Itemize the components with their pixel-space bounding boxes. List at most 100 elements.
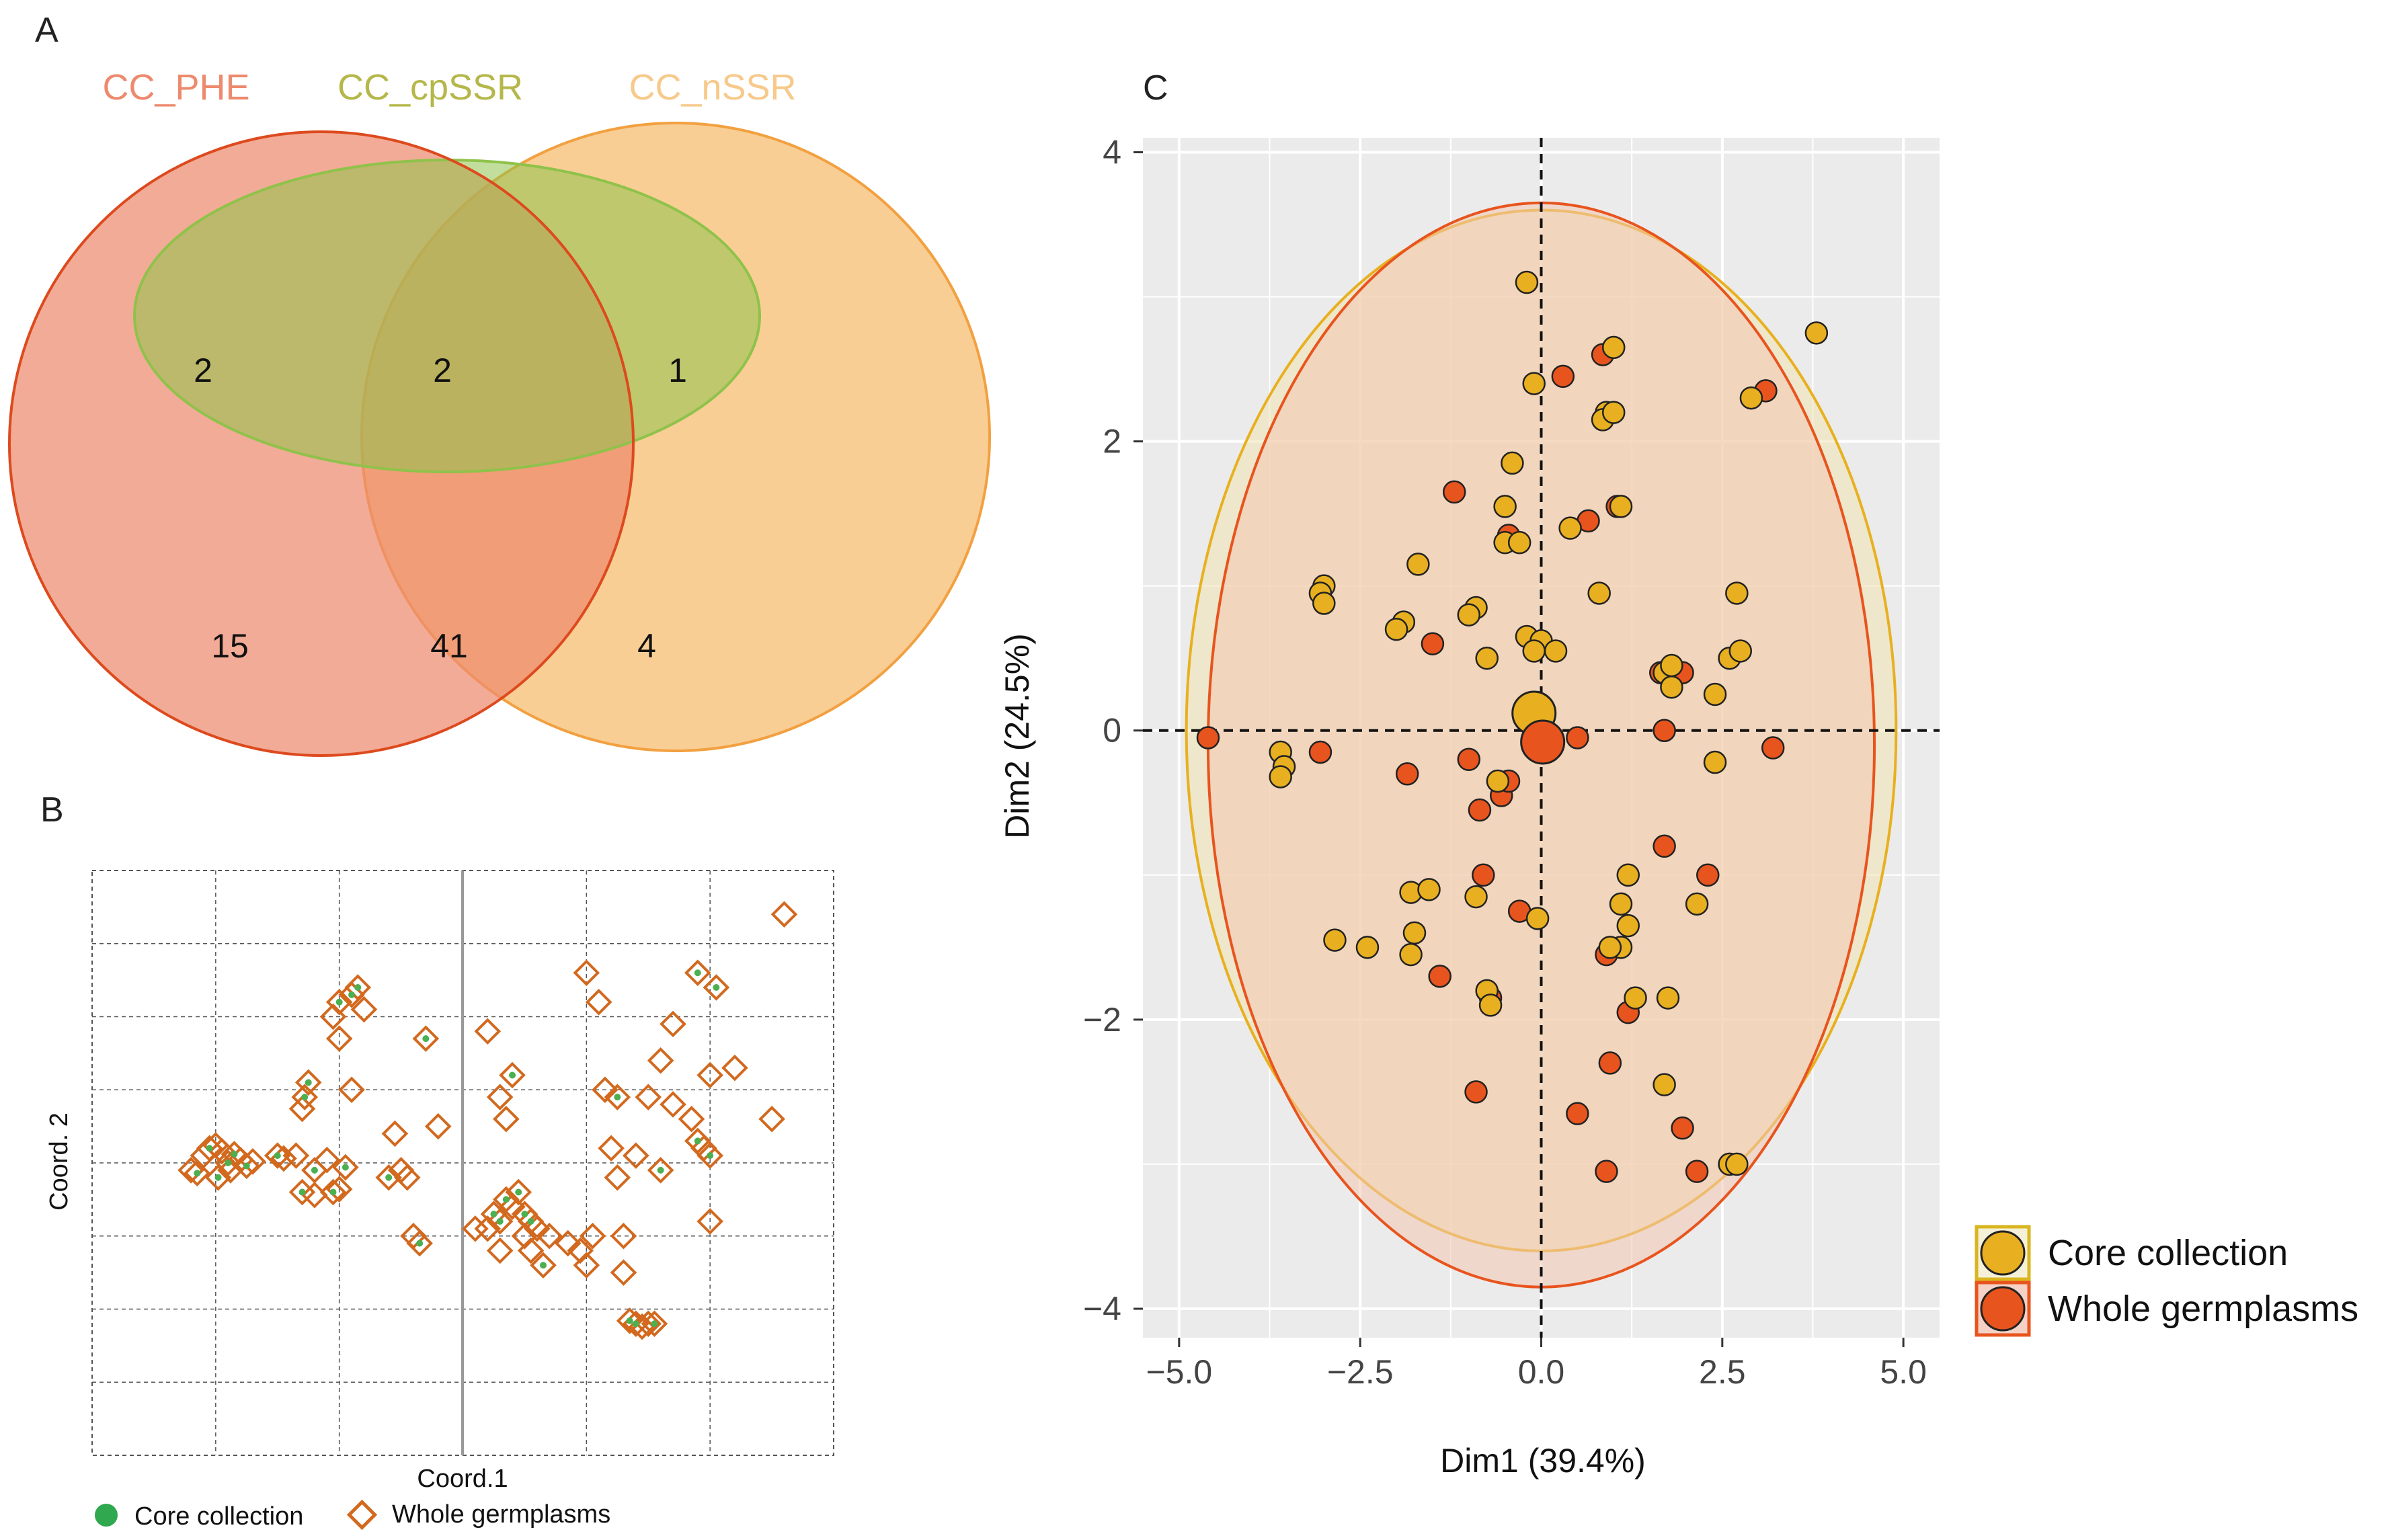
pcoa-point-whole xyxy=(573,959,600,987)
venn-count-phe-only: 15 xyxy=(211,627,249,665)
pcoa-point-whole xyxy=(288,1095,316,1123)
pca-points xyxy=(1196,270,1829,1183)
pca-centroid-whole xyxy=(1520,719,1566,765)
pca-point-core xyxy=(1703,750,1727,774)
pcoa-point-whole xyxy=(517,1237,545,1264)
pca-y-tick-label: −2 xyxy=(1083,1001,1121,1039)
pca-point-core xyxy=(1486,769,1510,793)
pca-point-core xyxy=(1656,986,1680,1010)
pcoa-point-core xyxy=(348,991,356,998)
pcoa-legend-whole-label: Whole germplasms xyxy=(392,1500,610,1529)
pcoa-point-core xyxy=(231,1150,238,1158)
pcoa-point-core xyxy=(354,984,362,991)
pca-y-axis-label: Dim2 (24.5%) xyxy=(998,633,1036,839)
pcoa-point-whole xyxy=(499,1061,526,1089)
pcoa-point-whole xyxy=(486,1237,514,1264)
pcoa-point-whole xyxy=(493,1105,520,1133)
pca-point-core xyxy=(1587,581,1611,605)
pca-point-core xyxy=(1624,986,1647,1010)
pcoa-point-core xyxy=(632,1320,639,1328)
pcoa-point-whole xyxy=(721,1054,748,1082)
pcoa-point-core xyxy=(416,1240,424,1247)
pcoa-point-whole xyxy=(610,1222,637,1250)
venn-count-phe-nssr: 41 xyxy=(430,627,468,665)
panel-a: A CC_PHE CC_cpSSR CC_nSSR 2 2 1 15 41 4 xyxy=(8,11,991,757)
pca-point-core xyxy=(1417,878,1441,901)
pca-point-whole xyxy=(1472,863,1495,887)
pca-point-whole xyxy=(1308,740,1332,764)
pcoa-point-whole xyxy=(592,1076,619,1104)
pcoa-point-whole xyxy=(635,1084,662,1110)
pca-point-whole xyxy=(1464,1080,1488,1104)
pcoa-point-core xyxy=(713,984,720,991)
pca-point-core xyxy=(1475,646,1499,670)
venn-count-cp-nssr: 1 xyxy=(668,352,687,389)
pcoa-point-core xyxy=(194,1170,201,1177)
pcoa-point-whole xyxy=(770,901,798,928)
pcoa-point-core xyxy=(274,1152,281,1160)
pcoa-point-whole xyxy=(288,1178,316,1206)
pca-ticks: −5.0 −2.5 0.0 2.5 5.0 −4 −2 0 2 4 xyxy=(1083,134,1927,1391)
pcoa-point-core xyxy=(385,1174,393,1181)
pca-y-tick-label: 4 xyxy=(1103,134,1121,171)
pca-point-core xyxy=(1609,892,1633,916)
pcoa-point-whole xyxy=(585,988,612,1016)
pcoa-point-whole xyxy=(678,1105,705,1133)
pcoa-point-whole xyxy=(375,1164,402,1191)
venn-circle-phe-outline xyxy=(8,130,635,757)
pca-point-core xyxy=(1725,1152,1749,1176)
pcoa-point-whole xyxy=(406,1229,433,1257)
pcoa-point-whole xyxy=(604,1164,631,1191)
pca-point-core xyxy=(1501,451,1524,475)
pca-point-whole xyxy=(1685,1160,1709,1183)
pca-point-core xyxy=(1522,372,1546,395)
pcoa-point-whole xyxy=(684,1127,711,1155)
pca-point-core xyxy=(1653,1073,1676,1096)
pcoa-point-whole xyxy=(610,1259,637,1286)
pcoa-point-core xyxy=(225,1160,232,1166)
pcoa-point-whole xyxy=(623,1142,649,1169)
pcoa-point-whole xyxy=(573,1252,600,1279)
pcoa-point-whole xyxy=(493,1186,520,1213)
pca-point-whole xyxy=(1442,480,1466,504)
pca-point-whole xyxy=(1428,965,1451,988)
pca-point-whole xyxy=(1598,1051,1622,1075)
pcoa-point-core xyxy=(206,1145,213,1152)
pcoa-point-core xyxy=(342,1164,349,1171)
pcoa-point-core xyxy=(301,1094,309,1101)
pca-point-whole xyxy=(1696,863,1720,887)
pcoa-point-core xyxy=(657,1166,664,1174)
pcoa-point-whole xyxy=(647,1047,674,1074)
pca-point-core xyxy=(1685,892,1709,916)
pca-point-whole xyxy=(1653,834,1676,858)
pcoa-point-whole xyxy=(696,1142,723,1169)
pca-legend-whole-label: Whole germplasms xyxy=(2048,1289,2358,1329)
pca-point-core xyxy=(1457,603,1481,626)
pcoa-point-core xyxy=(509,1071,516,1079)
pca-point-core xyxy=(1478,994,1503,1017)
pcoa-point-whole xyxy=(282,1142,310,1169)
pca-x-tick-label: 2.5 xyxy=(1699,1353,1746,1391)
pca-point-whole xyxy=(1653,719,1676,742)
pcoa-point-core xyxy=(527,1218,534,1225)
pca-centroids xyxy=(1511,690,1566,765)
pcoa-point-whole xyxy=(393,1164,421,1191)
pcoa-point-whole xyxy=(758,1105,785,1133)
pcoa-point-whole xyxy=(313,1146,341,1174)
pcoa-point-whole xyxy=(301,1182,328,1209)
pcoa-point-whole xyxy=(530,1252,557,1279)
pca-point-core xyxy=(1269,765,1292,788)
pcoa-point-whole xyxy=(660,1010,686,1038)
pcoa-point-whole xyxy=(641,1310,668,1338)
pca-point-whole xyxy=(1761,736,1785,760)
pca-point-core xyxy=(1355,936,1380,959)
pcoa-point-whole xyxy=(486,1084,514,1110)
pca-point-core xyxy=(1558,516,1582,540)
pca-point-core xyxy=(1515,270,1539,294)
pcoa-point-whole xyxy=(635,1310,662,1338)
pcoa-point-core xyxy=(305,1079,312,1086)
pcoa-legend-whole-marker xyxy=(346,1499,378,1531)
pca-point-core xyxy=(1616,914,1640,938)
pcoa-point-core xyxy=(243,1162,250,1170)
pca-point-whole xyxy=(1457,747,1481,772)
